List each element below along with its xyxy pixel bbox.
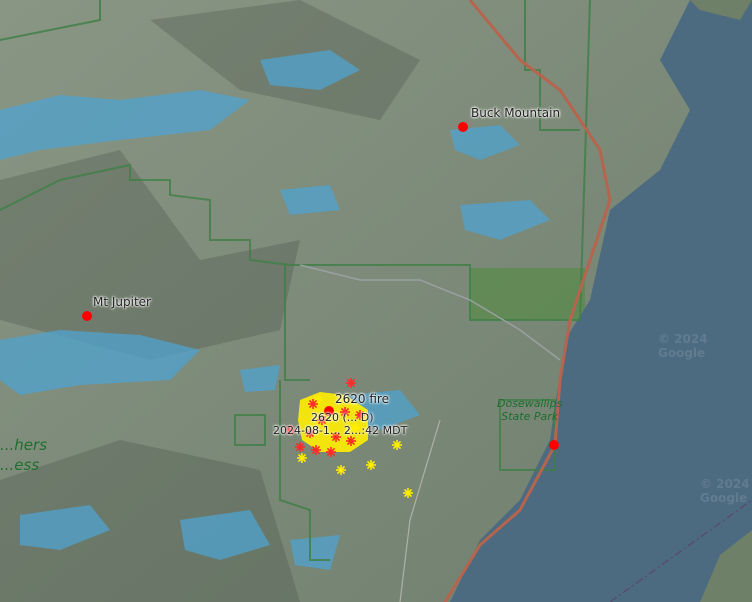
county-line <box>609 499 752 602</box>
fire-detection-red[interactable] <box>346 378 356 388</box>
forest-road <box>399 419 441 602</box>
highway-101 <box>443 0 612 602</box>
park-name-line2: State Park <box>501 410 559 423</box>
fire-detection-red[interactable] <box>331 432 341 442</box>
fire-detection-red[interactable] <box>346 436 356 446</box>
fire-detection-yellow[interactable] <box>392 440 402 450</box>
label-mt-jupiter: Mt Jupiter <box>93 295 151 309</box>
label-wilderness: ...hers ...ess <box>0 435 47 475</box>
fire-detections <box>285 378 413 498</box>
fire-marker[interactable] <box>324 406 334 416</box>
wilderness-line2: ...ess <box>0 456 40 474</box>
mt-jupiter-marker[interactable] <box>82 311 92 321</box>
attribution-watermark-2: © 2024 Google <box>700 477 750 505</box>
fire-detection-red[interactable] <box>317 415 327 425</box>
label-dosewallips-park: Dosewallips State Park <box>497 397 562 423</box>
fire-detection-red[interactable] <box>355 410 365 420</box>
label-fire: 2620 fire <box>335 392 389 406</box>
fire-detection-yellow[interactable] <box>297 453 307 463</box>
fire-detection-yellow[interactable] <box>336 465 346 475</box>
park-name-line1: Dosewallips <box>497 397 563 410</box>
water-hood-canal <box>450 0 752 602</box>
shore-marker[interactable] <box>549 440 559 450</box>
attribution-watermark: © 2024 Google <box>658 332 708 360</box>
label-fire-timestamp: 2024-08-1... 2...:42 MDT <box>273 424 408 437</box>
park-boundaries <box>0 0 591 561</box>
island <box>700 530 752 602</box>
buck-mountain-marker[interactable] <box>458 122 468 132</box>
fire-detection-red[interactable] <box>295 442 305 452</box>
fire-detection-red[interactable] <box>311 445 321 455</box>
label-buck-mountain: Buck Mountain <box>471 106 561 120</box>
fire-detection-red[interactable] <box>305 428 315 438</box>
wilderness-line1: ...hers <box>0 436 48 454</box>
fire-detection-red[interactable] <box>308 399 318 409</box>
shore <box>690 0 752 20</box>
river-road <box>299 264 561 361</box>
fire-detection-yellow[interactable] <box>366 460 376 470</box>
glacier-patches <box>0 50 550 570</box>
fire-detection-yellow[interactable] <box>350 423 360 433</box>
fire-detection-red[interactable] <box>285 425 295 435</box>
fire-detection-red[interactable] <box>340 407 350 417</box>
fire-detection-yellow[interactable] <box>403 488 413 498</box>
fire-detection-red[interactable] <box>326 447 336 457</box>
green-parcel <box>470 268 585 320</box>
label-fire-detail: 2620 (... D) <box>311 411 374 424</box>
